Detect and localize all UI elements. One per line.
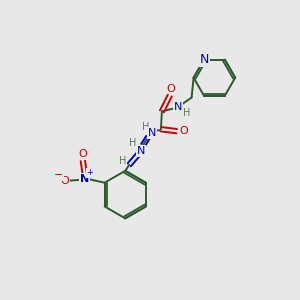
- Text: H: H: [142, 122, 150, 132]
- Text: +: +: [86, 168, 93, 177]
- Text: H: H: [118, 156, 126, 166]
- Text: O: O: [79, 149, 87, 159]
- Text: H: H: [183, 108, 190, 118]
- Text: H: H: [130, 138, 137, 148]
- Text: N: N: [137, 146, 145, 156]
- Text: −: −: [53, 170, 63, 180]
- Text: O: O: [167, 84, 175, 94]
- Text: N: N: [148, 128, 156, 138]
- Text: N: N: [80, 174, 89, 184]
- Text: N: N: [199, 53, 209, 66]
- Text: O: O: [61, 176, 69, 186]
- Text: N: N: [174, 102, 182, 112]
- Text: O: O: [179, 126, 188, 136]
